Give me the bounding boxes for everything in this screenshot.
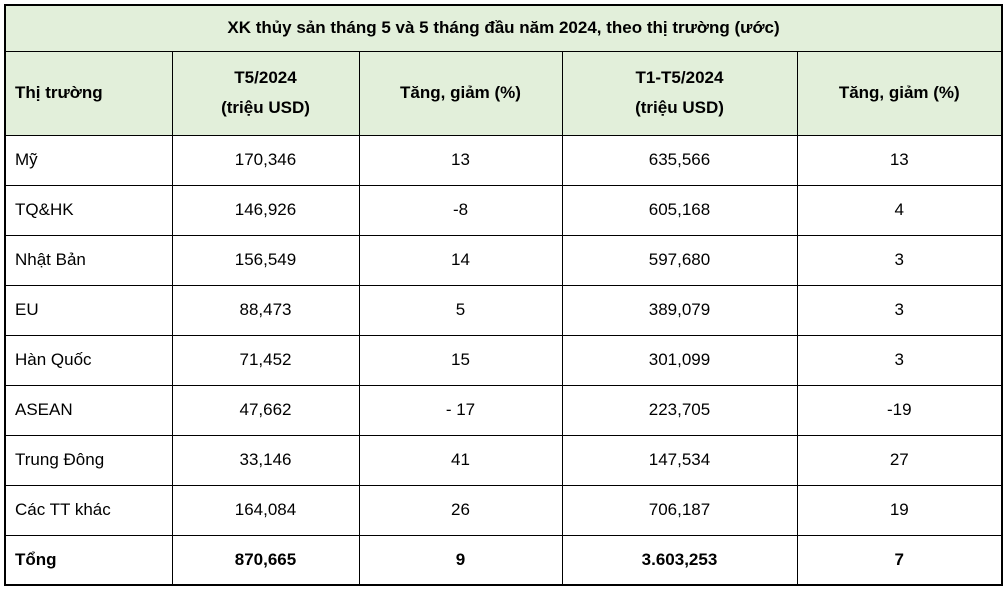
table-row: Nhật Bản 156,549 14 597,680 3 [4, 234, 1003, 286]
table-row: Hàn Quốc 71,452 15 301,099 3 [4, 334, 1003, 386]
t1t5-value-cell: 147,534 [561, 434, 798, 486]
header-t5-change: Tăng, giảm (%) [358, 50, 563, 136]
market-cell: EU [4, 284, 173, 336]
market-cell: Tổng [4, 534, 173, 586]
t5-value-cell: 870,665 [171, 534, 360, 586]
t5-value-cell: 164,084 [171, 484, 360, 536]
t5-value-cell: 156,549 [171, 234, 360, 286]
table-row: Mỹ 170,346 13 635,566 13 [4, 134, 1003, 186]
t1t5-change-cell: -19 [796, 384, 1003, 436]
table-row: TQ&HK 146,926 -8 605,168 4 [4, 184, 1003, 236]
t5-change-cell: 14 [358, 234, 563, 286]
t1t5-value-cell: 389,079 [561, 284, 798, 336]
t5-value-cell: 33,146 [171, 434, 360, 486]
t5-change-cell: 5 [358, 284, 563, 336]
header-line: T5/2024 [234, 68, 297, 88]
market-cell: Trung Đông [4, 434, 173, 486]
table-row: EU 88,473 5 389,079 3 [4, 284, 1003, 336]
header-market: Thị trường [4, 50, 173, 136]
table-row: Tổng 870,665 9 3.603,253 7 [4, 534, 1003, 586]
t1t5-value-cell: 301,099 [561, 334, 798, 386]
header-t1t5-change: Tăng, giảm (%) [796, 50, 1003, 136]
t1t5-value-cell: 605,168 [561, 184, 798, 236]
t5-change-cell: 41 [358, 434, 563, 486]
table-title: XK thủy sản tháng 5 và 5 tháng đầu năm 2… [4, 4, 1003, 52]
t5-value-cell: 88,473 [171, 284, 360, 336]
t5-value-cell: 47,662 [171, 384, 360, 436]
t5-change-cell: 13 [358, 134, 563, 186]
seafood-export-table: XK thủy sản tháng 5 và 5 tháng đầu năm 2… [4, 4, 1004, 586]
table-row: ASEAN 47,662 - 17 223,705 -19 [4, 384, 1003, 436]
t5-change-cell: 15 [358, 334, 563, 386]
t5-value-cell: 170,346 [171, 134, 360, 186]
t1t5-change-cell: 3 [796, 234, 1003, 286]
t1t5-change-cell: 7 [796, 534, 1003, 586]
t5-change-cell: -8 [358, 184, 563, 236]
t1t5-change-cell: 4 [796, 184, 1003, 236]
t5-value-cell: 146,926 [171, 184, 360, 236]
header-line: Tăng, giảm (%) [400, 83, 521, 103]
header-line: Thị trường [15, 83, 103, 103]
header-line: (triệu USD) [635, 98, 724, 117]
t5-change-cell: 26 [358, 484, 563, 536]
header-t1t5-value: T1-T5/2024 (triệu USD) [561, 50, 798, 136]
t1t5-change-cell: 13 [796, 134, 1003, 186]
t1t5-change-cell: 27 [796, 434, 1003, 486]
market-cell: ASEAN [4, 384, 173, 436]
t1t5-value-cell: 706,187 [561, 484, 798, 536]
t5-change-cell: 9 [358, 534, 563, 586]
t1t5-value-cell: 597,680 [561, 234, 798, 286]
header-row: Thị trường T5/2024 (triệu USD) Tăng, giảm (… [4, 50, 1003, 136]
market-cell: Mỹ [4, 134, 173, 186]
t5-value-cell: 71,452 [171, 334, 360, 386]
market-cell: Hàn Quốc [4, 334, 173, 386]
header-line: Tăng, giảm (%) [838, 83, 960, 103]
t1t5-change-cell: 3 [796, 284, 1003, 336]
table-row: Các TT khác 164,084 26 706,187 19 [4, 484, 1003, 536]
t1t5-value-cell: 223,705 [561, 384, 798, 436]
header-line: T1-T5/2024 [635, 68, 724, 88]
market-cell: Nhật Bản [4, 234, 173, 286]
market-cell: TQ&HK [4, 184, 173, 236]
table-body: Mỹ 170,346 13 635,566 13 TQ&HK 146,926 -… [4, 134, 1003, 586]
title-row: XK thủy sản tháng 5 và 5 tháng đầu năm 2… [4, 4, 1003, 52]
t1t5-value-cell: 3.603,253 [561, 534, 798, 586]
t5-change-cell: - 17 [358, 384, 563, 436]
header-t5-value: T5/2024 (triệu USD) [171, 50, 360, 136]
t1t5-change-cell: 19 [796, 484, 1003, 536]
t1t5-change-cell: 3 [796, 334, 1003, 386]
header-line: (triệu USD) [221, 98, 310, 117]
market-cell: Các TT khác [4, 484, 173, 536]
table-row: Trung Đông 33,146 41 147,534 27 [4, 434, 1003, 486]
t1t5-value-cell: 635,566 [561, 134, 798, 186]
table-head: XK thủy sản tháng 5 và 5 tháng đầu năm 2… [4, 4, 1003, 136]
